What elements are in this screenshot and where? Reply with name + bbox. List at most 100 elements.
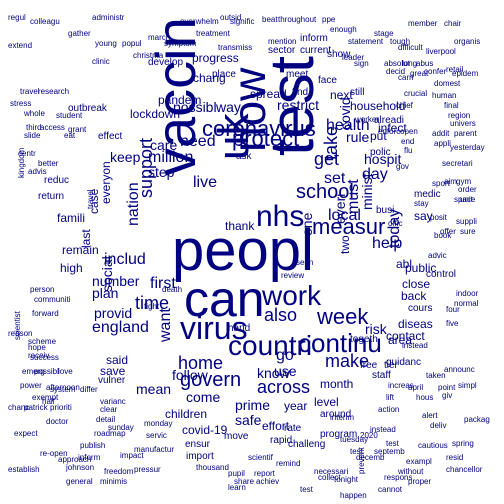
word-restrict: restrict [277,97,319,113]
word-prime: prime [235,397,271,413]
word-abus: abus [416,59,434,68]
word-time: time [135,293,170,313]
word-interim: interim [330,413,355,422]
word-ask: ask [236,151,252,162]
word-care: care [150,137,178,153]
word-proper: proper [408,477,432,486]
word-contact: contact [386,329,425,343]
word-cannot: cannot [378,485,403,494]
word-ensur: ensur [185,439,211,450]
word-univers: univers [450,119,476,128]
word-transmiss: transmiss [218,43,253,52]
word-sure: sure [460,227,476,236]
word-mention: mention [268,37,297,46]
word-slide: slide [24,131,41,140]
word-instead: instead [370,425,396,434]
word-servic: servic [146,431,167,440]
word-young: young [95,39,117,48]
word-person: person [30,285,55,294]
word-keep: keep [110,149,141,165]
word-safe: safe [235,412,262,428]
word-hous: hous [416,393,434,402]
word-grant: grant [68,125,87,134]
word-challeng: challeng [288,439,326,450]
word-appli: appli [434,139,451,148]
word-access: access [40,123,65,132]
word-yesterday: yesterday [450,143,485,152]
word-minimis: minimis [100,477,128,486]
word-social: social [99,256,115,292]
word-taken: taken [426,371,446,380]
word-collect: collect [318,473,341,482]
word-want: want [157,308,174,342]
word-throughout: throughout [278,15,317,24]
word-unit: unit [460,195,473,204]
word-parent: parent [454,129,477,138]
word-month: month [320,377,354,391]
word-varianc: varianc [100,397,126,406]
word-number: number [92,273,140,289]
word-help: help [372,235,403,252]
word-human: human [432,91,457,100]
word-increas: increas [388,381,414,390]
word-end: end [401,137,415,146]
word-across: across [257,377,311,397]
word-program: program [320,429,358,440]
word-decid: decid [386,67,406,76]
word-progress: progress [192,51,239,65]
word-way: way [216,99,241,115]
word-vulner: vulner [98,375,126,386]
word-fight: fight [144,302,160,311]
word-statement: statement [348,37,384,46]
word-domest: domest [434,79,461,88]
word-chair: chair [444,19,462,28]
word-spring: spring [452,439,474,448]
word-possibl: possibl [173,99,217,115]
word-import: import [186,451,214,462]
word-gather: gather [68,29,91,38]
word-alreadi: alreadi [374,115,405,126]
word-pandem: pandem [158,93,202,107]
word-share: share [234,477,255,486]
word-inform: inform [78,453,101,462]
word-long: long [402,59,418,68]
word-also: also [264,305,298,325]
word-area: area [388,333,413,347]
word-outbreak: outbreak [68,103,107,114]
word-enforc: enforc [378,127,401,136]
word-exampl: exampl [406,457,432,466]
word-travel: travel [20,87,40,96]
word-2020: 2020 [360,431,378,440]
word-travel: travel [86,189,95,209]
word-can: can [184,271,265,327]
word-sport: sport [432,179,450,188]
word-success: success [30,353,59,362]
word-current: current [300,45,332,56]
word-treatment: treatment [196,29,230,38]
word-carri: carri [398,73,414,82]
word-christma: christma [133,51,164,60]
word-children: children [165,407,208,421]
word-freedom: freedom [104,467,134,476]
word-difficult: difficult [398,43,423,52]
word-april: april [408,383,424,392]
word-detail: detail [96,415,116,424]
word-diseas: diseas [398,317,433,331]
word-forward: forward [32,309,59,318]
word-set: set [324,170,346,187]
word-liverpool: liverpool [426,47,456,56]
word-step: step [148,164,175,180]
word-johnson: johnson [66,463,95,472]
word-march: march [148,33,171,42]
word-everi: everi [332,193,348,224]
word-includ: includ [104,251,146,268]
word-outsid: outsid [220,13,242,22]
word-happen: happen [340,491,367,500]
word-announc: announc [444,365,475,374]
word-point: point [438,383,456,392]
word-love: love [58,367,73,376]
word-leader: leader [342,53,365,62]
word-four: four [446,305,460,314]
word-staff: staff [372,370,391,381]
word-high: high [60,261,83,275]
